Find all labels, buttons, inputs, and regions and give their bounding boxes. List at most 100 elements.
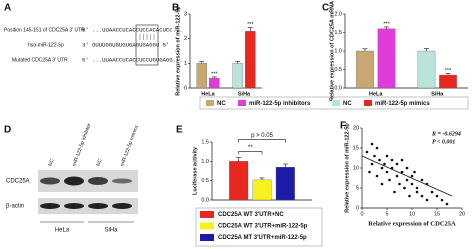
panel-label: C	[322, 3, 329, 14]
point	[375, 146, 379, 150]
point	[435, 194, 439, 198]
bar	[245, 31, 256, 89]
point	[368, 170, 371, 174]
lane-label: miR-122-5p inhibitor	[71, 122, 92, 167]
point	[415, 190, 419, 194]
annotation: p > 0.05	[251, 133, 274, 139]
annotation: **	[248, 145, 253, 151]
x-tick-label: SiHa	[238, 91, 251, 97]
legend-label: CDC25A WT 3'UTR+NC	[218, 212, 284, 218]
panel-label: D	[4, 125, 11, 136]
y-tick-label: 1.0	[201, 159, 209, 165]
y-tick-label: 1	[184, 61, 187, 67]
point	[425, 198, 429, 202]
x-tick-label: 20	[459, 211, 465, 217]
point	[398, 182, 401, 186]
y-axis-label: Relative expression of miR-122-5p	[175, 6, 181, 96]
y-tick-label: 0.0	[334, 85, 342, 91]
point	[380, 182, 384, 186]
annotation: ***	[247, 22, 254, 28]
point	[410, 174, 414, 178]
bracket	[238, 139, 286, 143]
point	[400, 170, 404, 174]
point	[383, 162, 386, 166]
annotation: ***	[445, 68, 452, 74]
y-tick-label: 1.0	[334, 48, 342, 54]
bar	[252, 179, 272, 201]
panel-label: B	[172, 3, 179, 14]
point	[375, 174, 379, 178]
point	[365, 150, 369, 154]
point	[385, 154, 389, 158]
point	[420, 194, 424, 198]
point	[415, 186, 419, 190]
y-tick-label: 10	[353, 165, 359, 171]
y-tick-label: 2.0	[334, 11, 342, 17]
legend-label: miR-122-5p inhibitors	[249, 101, 311, 107]
bar	[439, 74, 457, 89]
protein-label: CDC25A	[6, 179, 30, 185]
y-axis-label: Relative expression of miR-122-5p	[344, 123, 350, 213]
y-axis-label: Luciferase activity	[192, 146, 198, 195]
y-tick-label: 2	[184, 36, 187, 42]
point	[440, 198, 444, 202]
sequence: 5' ...UUAACCUCACCUCCUGUGAGG...	[82, 56, 183, 63]
lane-label: NC	[95, 158, 103, 167]
point	[395, 162, 399, 166]
point	[403, 186, 406, 190]
bar	[229, 161, 249, 201]
y-axis-label: Relative expression of CDC25A mRNA	[329, 1, 335, 101]
y-tick-label: 0.5	[334, 67, 342, 73]
point	[393, 190, 396, 194]
x-tick-label: 15	[434, 211, 440, 217]
point	[388, 178, 391, 182]
legend-swatch	[364, 100, 372, 106]
legend-box	[195, 207, 323, 247]
point	[410, 182, 414, 186]
seed-box	[135, 24, 159, 66]
point	[370, 142, 374, 146]
point	[420, 178, 424, 182]
point	[378, 158, 381, 162]
y-tick-label: 3	[184, 11, 187, 17]
y-tick-label: 0	[356, 205, 359, 211]
y-tick-label: 0.5	[201, 178, 209, 184]
point	[405, 166, 409, 170]
row-name: Position 145-151 of CDC25A 3' UTR	[4, 27, 85, 33]
bracket	[238, 151, 263, 155]
y-tick-label: 20	[353, 125, 359, 131]
annotation: ***	[383, 21, 390, 27]
legend-swatch	[332, 100, 340, 106]
point	[408, 194, 411, 198]
sequence: 3' GUUUGGUGUGUGAGUGAGGU 5'	[82, 41, 169, 48]
legend-label: miR-122-5p mimics	[375, 101, 430, 107]
bar	[275, 166, 295, 201]
protein-label: β-actin	[6, 204, 24, 210]
sequence: 5' ...UUAACCUCACCUCCACACUCC...	[82, 26, 183, 33]
point	[405, 178, 409, 182]
point	[370, 162, 374, 166]
legend-swatch	[238, 100, 246, 106]
legend-box	[199, 96, 469, 110]
lane-label: miR-122-5p mimics	[119, 124, 140, 167]
y-tick-label: 0	[184, 85, 187, 91]
x-tick-label: HeLa	[369, 91, 383, 97]
legend-swatch	[200, 234, 214, 241]
fit-line	[361, 155, 453, 197]
legend-swatch	[200, 222, 214, 230]
point	[390, 158, 394, 162]
point	[380, 166, 384, 170]
x-tick-label: SiHa	[431, 91, 444, 97]
row-name: hsa-miR-122-5p	[28, 42, 64, 48]
pairing-lines	[139, 34, 155, 40]
y-tick-label: 1.5	[201, 139, 209, 145]
bar	[356, 50, 374, 89]
y-tick-label: 0.0	[201, 197, 209, 203]
point	[385, 170, 389, 174]
panel-label: F	[340, 121, 346, 132]
y-tick-label: 1.5	[334, 30, 342, 36]
y-tick-label: 15	[353, 145, 359, 151]
legend-label: NC	[217, 101, 226, 107]
bar	[196, 63, 207, 89]
